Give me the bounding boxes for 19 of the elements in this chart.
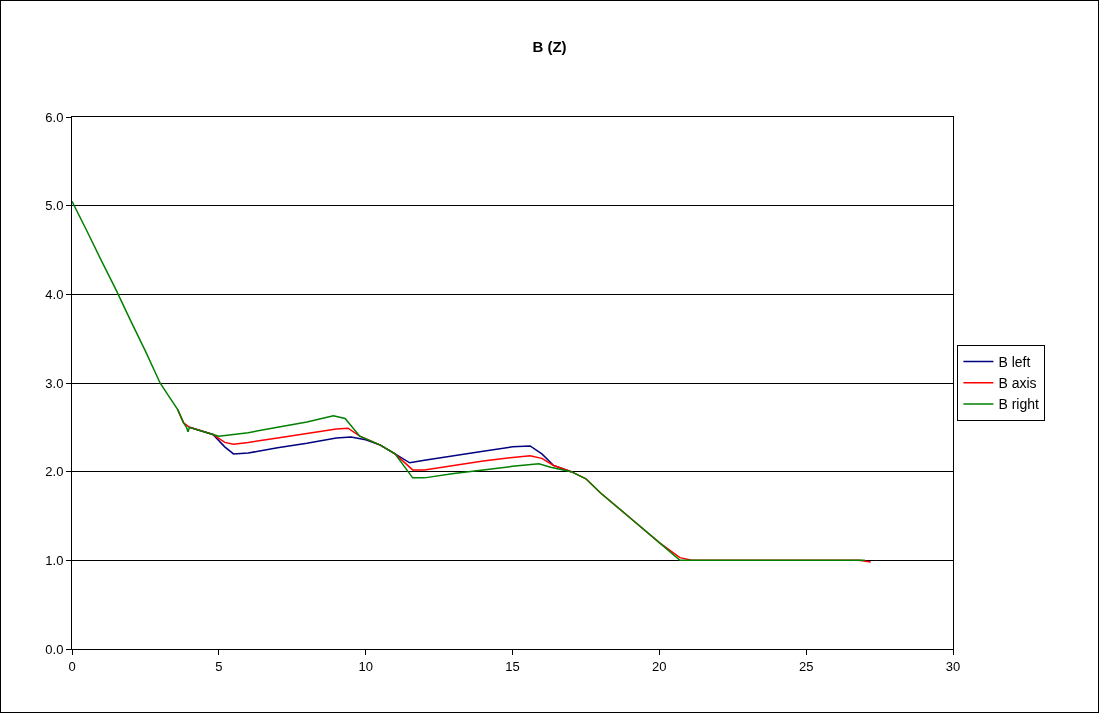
x-tick-label: 0 — [68, 658, 76, 674]
x-tick-label: 15 — [505, 658, 520, 674]
x-tick-label: 10 — [358, 658, 373, 674]
line-series — [72, 200, 866, 562]
chart-title: B (Z) — [532, 38, 567, 56]
y-tick-label: 1.0 — [45, 552, 64, 568]
y-tick-label: 3.0 — [45, 375, 64, 391]
legend-label: B left — [998, 354, 1031, 371]
x-tick-label: 5 — [215, 658, 223, 674]
x-tick-label: 30 — [945, 658, 961, 674]
x-tick-label: 20 — [652, 658, 667, 674]
y-tick-label: 2.0 — [45, 464, 64, 480]
x-tick-label: 25 — [798, 658, 814, 674]
y-tick-label: 5.0 — [45, 198, 64, 214]
legend-label: B axis — [998, 375, 1037, 392]
y-tick-label: 0.0 — [45, 641, 64, 657]
y-tick-label: 6.0 — [45, 109, 64, 125]
legend-label: B right — [998, 396, 1039, 413]
y-tick-label: 4.0 — [45, 286, 64, 302]
